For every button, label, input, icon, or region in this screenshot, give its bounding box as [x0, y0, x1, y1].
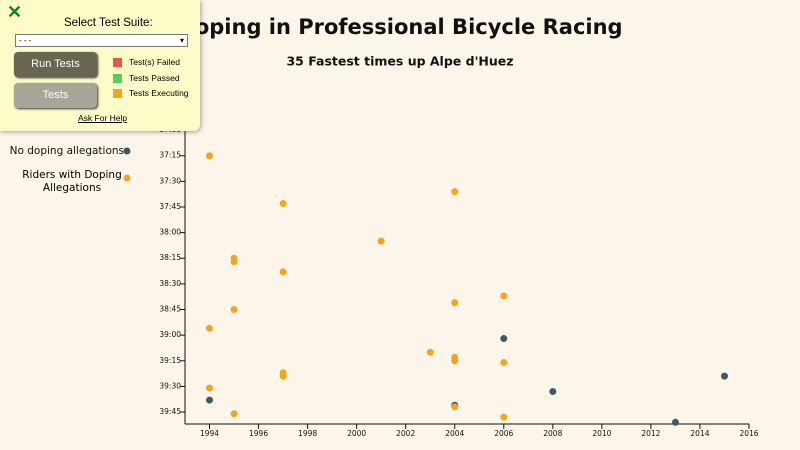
data-point: [500, 358, 508, 366]
x-tick-label: 2000: [347, 429, 366, 438]
y-tick-label: 38:15: [159, 253, 181, 262]
data-point: [279, 200, 287, 208]
y-tick-label: 37:30: [159, 176, 181, 185]
select-label: Select Test Suite:: [64, 17, 153, 29]
y-tick-label: 39:15: [159, 356, 181, 365]
data-point: [671, 418, 679, 426]
data-point: [451, 299, 459, 307]
legend-label: No doping allegations: [10, 145, 124, 157]
y-tick-label: 38:00: [159, 228, 181, 237]
executing-swatch: [113, 89, 122, 98]
legend-label: Riders with Doping Allegations: [22, 169, 122, 194]
legend-failed: Test(s) Failed: [129, 57, 181, 67]
x-tick-label: 2014: [690, 429, 709, 438]
x-tick-label: 1998: [298, 429, 317, 438]
x-tick-label: 2002: [396, 429, 415, 438]
close-button[interactable]: ✕: [7, 2, 23, 22]
y-tick-label: 37:45: [159, 202, 181, 211]
passed-swatch: [113, 74, 122, 83]
x-tick-label: 2004: [445, 429, 464, 438]
data-point: [500, 292, 508, 300]
y-tick-label: 39:45: [159, 407, 181, 416]
failed-swatch: [113, 58, 122, 67]
y-tick-label: 38:45: [159, 305, 181, 314]
data-point: [206, 384, 214, 392]
data-point: [206, 396, 214, 404]
x-tick-label: 2006: [494, 429, 513, 438]
x-tick-label: 2012: [641, 429, 660, 438]
data-point: [206, 324, 214, 332]
help-link[interactable]: Ask For Help: [78, 113, 128, 123]
run-tests-button[interactable]: Run Tests: [14, 52, 97, 77]
data-point: [377, 237, 385, 245]
y-tick-label: 37:15: [159, 151, 181, 160]
data-point: [426, 348, 434, 356]
data-point: [230, 258, 238, 266]
x-tick-label: 1994: [200, 429, 219, 438]
data-point: [549, 388, 557, 396]
test-panel: ✕ Select Test Suite: - - - ▾ Run Tests Te…: [0, 0, 200, 131]
data-point: [279, 372, 287, 380]
data-point: [451, 403, 459, 411]
data-point: [500, 413, 508, 421]
legend-swatch: [123, 147, 131, 155]
x-tick-label: 1996: [249, 429, 268, 438]
suite-select[interactable]: - - - ▾: [15, 34, 188, 47]
chart-title: Doping in Professional Bicycle Racing: [177, 15, 622, 39]
data-point: [720, 372, 728, 380]
y-tick-label: 38:30: [159, 279, 181, 288]
legend-swatch: [123, 174, 131, 182]
legend-executing: Tests Executing: [129, 88, 189, 98]
select-option: - - -: [19, 36, 32, 45]
y-tick-label: 39:00: [159, 330, 181, 339]
tests-button[interactable]: Tests: [14, 83, 97, 108]
data-point: [230, 410, 238, 418]
data-point: [230, 306, 238, 314]
data-point: [451, 188, 459, 196]
x-tick-label: 2008: [543, 429, 562, 438]
x-tick-label: 2010: [592, 429, 611, 438]
data-point: [206, 152, 214, 160]
data-point: [451, 357, 459, 365]
chart-subtitle: 35 Fastest times up Alpe d'Huez: [286, 54, 513, 69]
legend-passed: Tests Passed: [129, 73, 180, 83]
data-point: [500, 335, 508, 343]
y-tick-label: 39:30: [159, 381, 181, 390]
data-point: [279, 268, 287, 276]
x-tick-label: 2016: [739, 429, 758, 438]
